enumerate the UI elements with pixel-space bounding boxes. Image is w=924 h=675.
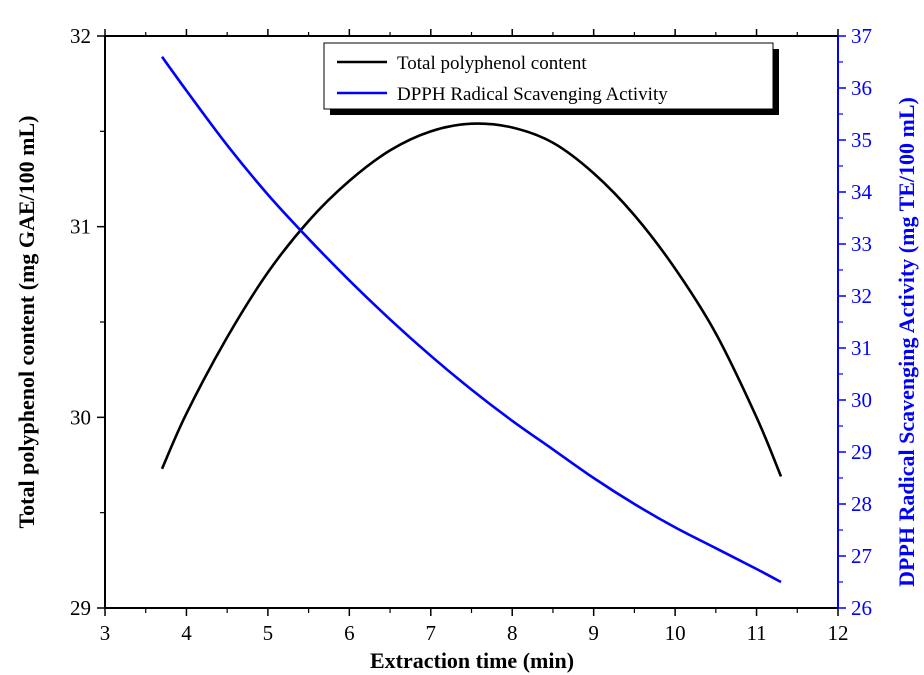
y-right-tick-label: 36	[851, 76, 872, 100]
series-group	[162, 57, 781, 582]
x-tick-label: 6	[344, 621, 355, 645]
legend: Total polyphenol content DPPH Radical Sca…	[324, 43, 779, 115]
x-tick-label: 3	[100, 621, 111, 645]
series-line-tpc	[162, 124, 781, 477]
x-tick-label: 9	[588, 621, 599, 645]
y-right-tick-label: 27	[851, 544, 872, 568]
x-tick-label: 10	[665, 621, 686, 645]
series-line-dpph	[162, 57, 781, 582]
y-right-tick-label: 33	[851, 232, 872, 256]
x-axis-title: Extraction time (min)	[370, 648, 574, 673]
y-right-tick-label: 34	[851, 180, 873, 204]
y-left-tick-label: 31	[70, 215, 91, 239]
y-right-tick-label: 37	[851, 24, 872, 48]
y-left-tick-label: 30	[70, 405, 91, 429]
y-right-tick-label: 28	[851, 492, 872, 516]
x-tick-label: 8	[507, 621, 518, 645]
x-tick-label: 11	[746, 621, 766, 645]
y-right-tick-label: 26	[851, 596, 872, 620]
y-right-tick-label: 30	[851, 388, 872, 412]
y-right-tick-label: 31	[851, 336, 872, 360]
y-right-tick-label: 29	[851, 440, 872, 464]
axes-group: 3 4 5 6 7 8 9 10 11 12293031322627282930313233343…	[70, 24, 873, 645]
x-tick-label: 12	[828, 621, 849, 645]
x-tick-label: 7	[426, 621, 437, 645]
legend-label: DPPH Radical Scavenging Activity	[397, 84, 668, 105]
y-right-tick-label: 35	[851, 128, 872, 152]
x-tick-label: 4	[181, 621, 192, 645]
y-left-tick-label: 29	[70, 596, 91, 620]
x-tick-label: 5	[263, 621, 274, 645]
y-axis-title-right: DPPH Radical Scavenging Activity (mg TE/…	[894, 97, 919, 587]
y-right-tick-label: 32	[851, 284, 872, 308]
y-axis-title-left: Total polyphenol content (mg GAE/100 mL)	[14, 116, 39, 529]
y-left-tick-label: 32	[70, 24, 91, 48]
legend-label: Total polyphenol content	[397, 53, 587, 74]
